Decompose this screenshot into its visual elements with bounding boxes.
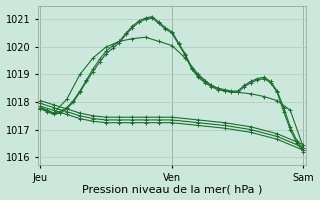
X-axis label: Pression niveau de la mer( hPa ): Pression niveau de la mer( hPa ) <box>82 184 262 194</box>
